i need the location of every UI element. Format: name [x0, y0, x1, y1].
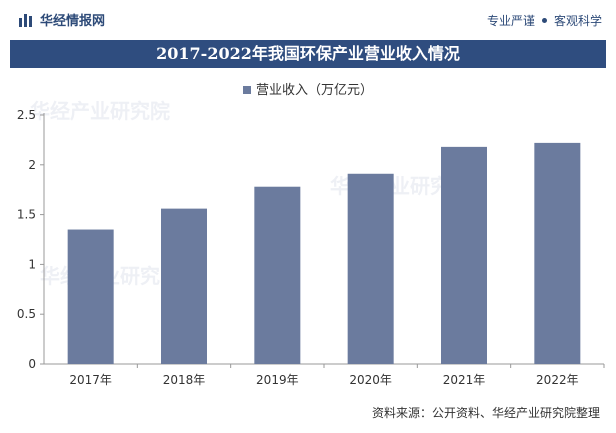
x-tick-label: 2017年: [69, 373, 112, 387]
y-tick-label: 1: [28, 257, 36, 271]
chart-title: 2017-2022年我国环保产业营业收入情况: [10, 40, 606, 68]
x-tick-label: 2020年: [349, 373, 392, 387]
bar-chart: 营业收入（万亿元） 0 0.5 1 1.5 2 2.5 2017年 2018年 2019年 2020…: [17, 83, 605, 387]
x-tick-label: 2019年: [256, 373, 299, 387]
source-note: 资料来源：公开资料、华经产业研究院整理: [371, 406, 600, 420]
tagline: 专业严谨 客观科学: [487, 12, 602, 29]
bar: [67, 229, 114, 364]
bar-chart-icon: [19, 13, 32, 27]
x-tick-label: 2022年: [536, 373, 579, 387]
y-tick-label: 2: [28, 158, 36, 172]
bar: [347, 173, 394, 364]
y-tick-label: 1.5: [17, 208, 36, 222]
bar: [534, 142, 581, 364]
bar: [254, 186, 301, 364]
brand: 华经情报网: [18, 10, 105, 29]
y-tick-label: 2.5: [17, 108, 36, 122]
bar: [441, 146, 487, 364]
y-tick-label: 0: [28, 357, 36, 371]
legend-label: 营业收入（万亿元）: [256, 83, 373, 98]
bar: [161, 208, 207, 364]
y-tick-label: 0.5: [17, 307, 36, 321]
top-bar: 华经情报网 专业严谨 客观科学: [0, 0, 616, 38]
x-tick-label: 2021年: [443, 373, 486, 387]
dot-icon: [541, 18, 547, 23]
x-tick-label: 2018年: [163, 373, 206, 387]
tagline-1: 专业严谨: [486, 14, 535, 28]
legend-swatch: [243, 86, 251, 94]
brand-name: 华经情报网: [40, 14, 106, 29]
tagline-2: 客观科学: [553, 14, 602, 28]
chart-area: 营业收入（万亿元） 0 0.5 1 1.5 2 2.5 2017年 2018年 2019年 2020…: [0, 70, 616, 400]
